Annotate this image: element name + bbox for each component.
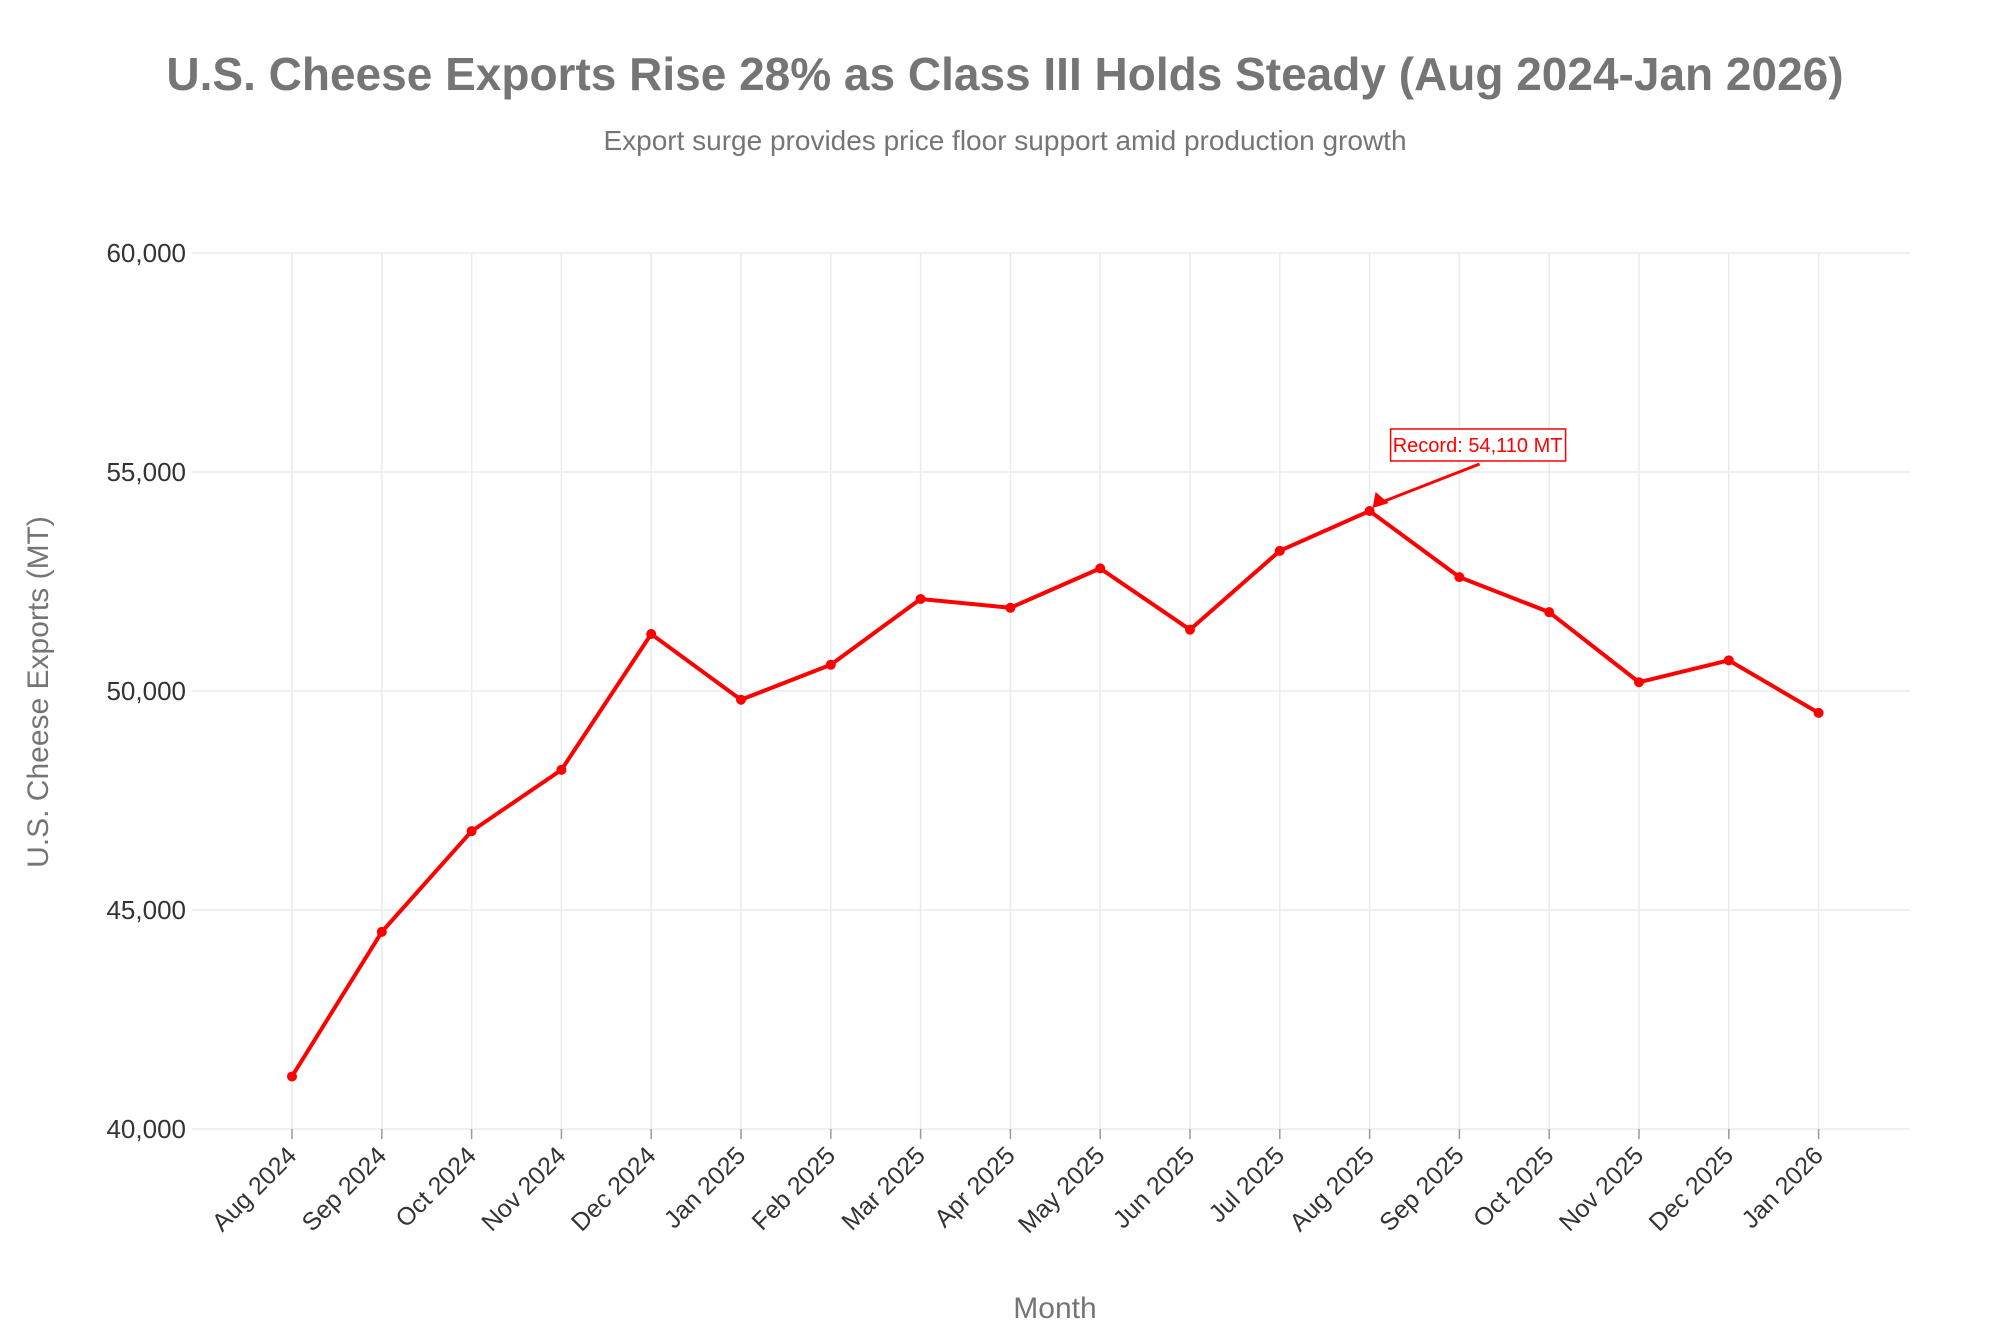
data-point [1544,607,1555,618]
data-point [556,764,567,775]
x-tick-label: Jan 2025 [659,1141,752,1234]
x-tick-label: Aug 2025 [1284,1141,1379,1236]
x-tick-label: Sep 2024 [297,1141,393,1237]
x-tick-label: Mar 2025 [836,1141,930,1235]
data-point [1095,563,1106,574]
data-point [287,1071,297,1082]
data-point [376,926,387,937]
y-tick-label: 55,000 [106,457,186,487]
data-point [1813,707,1824,718]
x-tick-label: Jul 2025 [1203,1141,1290,1228]
data-point [915,594,926,605]
x-axis-label: Month [1013,1292,1096,1325]
y-tick-label: 50,000 [106,676,186,706]
data-point [1005,602,1016,613]
x-tick-label: May 2025 [1013,1141,1110,1238]
x-tick-label: Oct 2025 [1468,1141,1560,1233]
x-tick-label: Apr 2025 [929,1141,1021,1233]
annotation-arrowhead [1372,491,1389,508]
data-point [1274,545,1285,556]
data-point [1454,572,1465,583]
x-tick-label: Sep 2025 [1374,1141,1469,1236]
data-point [646,629,657,640]
data-point [825,659,836,670]
data-point [1723,655,1734,666]
annotation-text: Record: 54,110 MT [1393,435,1563,457]
y-tick-label: 60,000 [106,238,186,268]
series-line [290,508,1820,1078]
y-axis-label: U.S. Cheese Exports (MT) [22,516,55,868]
data-point [1185,624,1195,635]
data-point [1634,677,1644,688]
annotation-arrow [1379,462,1481,505]
chart-subtitle: Export surge provides price floor suppor… [603,125,1406,156]
annotation-box [1389,428,1567,462]
y-tick-label: 40,000 [106,1114,186,1144]
chart-title: U.S. Cheese Exports Rise 28% as Class II… [166,48,1843,100]
x-tick-label: Oct 2024 [390,1141,482,1233]
x-tick-label: Dec 2024 [566,1141,662,1237]
data-point [466,826,477,837]
x-tick-label: Jan 2026 [1736,1141,1829,1234]
y-tick-label: 45,000 [106,895,186,925]
x-tick-label: Jun 2025 [1108,1141,1201,1234]
x-tick-label: Dec 2025 [1644,1141,1739,1236]
x-tick-label: Aug 2024 [207,1141,303,1237]
data-point [1364,505,1375,516]
x-tick-label: Nov 2025 [1554,1141,1649,1236]
data-point [736,694,746,705]
x-tick-label: Feb 2025 [747,1141,841,1235]
x-tick-label: Nov 2024 [476,1141,572,1237]
